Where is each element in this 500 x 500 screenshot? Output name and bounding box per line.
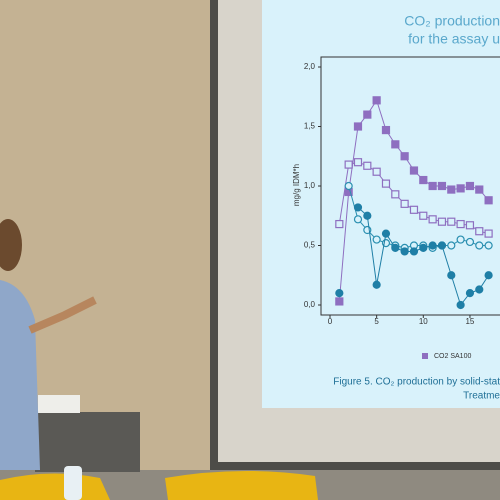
data-point (484, 229, 493, 238)
data-point (335, 297, 344, 306)
data-point (419, 243, 428, 252)
data-point (391, 140, 400, 149)
data-point (465, 221, 475, 230)
data-point (428, 215, 437, 224)
data-point (437, 181, 447, 191)
y-tick-label: 0,0 (304, 300, 316, 309)
data-point (465, 237, 475, 247)
data-point (456, 184, 465, 193)
data-point (465, 289, 475, 298)
data-point (381, 125, 391, 135)
y-tick-label: 2,0 (304, 62, 316, 71)
data-point (475, 227, 484, 236)
data-point (353, 158, 363, 167)
caption: Figure 5. CO₂ production by solid-stat (333, 377, 500, 388)
x-tick-label: 10 (419, 317, 428, 326)
y-tick-label: 1,5 (304, 122, 316, 131)
bottle (64, 466, 82, 500)
y-axis-label: mg/g IDM*h (292, 164, 301, 206)
data-point (419, 175, 428, 185)
data-point (400, 199, 409, 208)
data-point (419, 211, 428, 220)
x-tick-label: 5 (374, 317, 379, 326)
chair (165, 470, 318, 500)
data-point (353, 203, 363, 212)
data-point (456, 300, 465, 310)
data-point (391, 190, 400, 199)
data-point (428, 181, 437, 191)
data-point (363, 110, 372, 119)
series-line (348, 185, 489, 249)
podium (35, 412, 140, 472)
data-point (475, 285, 484, 294)
data-point (381, 179, 391, 188)
data-point (428, 241, 437, 250)
slide-subtitle: for the assay u (408, 31, 500, 47)
data-point (475, 185, 484, 194)
data-point (447, 185, 456, 194)
data-point (353, 215, 363, 224)
x-tick-label: 15 (465, 317, 474, 326)
data-point (335, 219, 344, 229)
y-tick-label: 1,0 (304, 181, 316, 190)
y-tick-label: 0,5 (304, 241, 316, 250)
data-point (400, 152, 409, 161)
data-point (372, 96, 381, 105)
legend (276, 340, 500, 374)
data-point (344, 181, 353, 191)
data-point (484, 196, 493, 205)
data-point (372, 235, 381, 244)
data-point (456, 235, 465, 244)
data-point (437, 241, 447, 250)
data-point (484, 241, 493, 250)
chair (0, 473, 110, 500)
data-point (372, 280, 381, 289)
name-card (38, 395, 80, 413)
data-point (335, 289, 344, 298)
data-point (363, 161, 372, 170)
data-point (363, 211, 372, 220)
data-point (344, 160, 353, 169)
data-point (391, 243, 400, 252)
data-point (409, 166, 419, 175)
data-point (447, 241, 456, 250)
data-point (400, 247, 409, 256)
data-point (484, 271, 493, 280)
data-point (465, 181, 475, 191)
data-point (447, 271, 456, 280)
data-point (437, 217, 447, 226)
data-point (447, 217, 456, 226)
legend-label: CO2 SA100 (434, 353, 471, 360)
data-point (409, 205, 419, 214)
data-point (475, 241, 484, 250)
arm (28, 296, 97, 334)
caption: Treatme (463, 391, 500, 402)
data-point (456, 219, 465, 229)
head (0, 219, 22, 271)
data-point (353, 122, 363, 131)
slide-title: CO₂ production (404, 13, 500, 29)
legend-marker (422, 353, 428, 359)
data-point (372, 167, 381, 176)
data-point (381, 229, 391, 238)
data-point (409, 247, 419, 256)
x-tick-label: 0 (328, 317, 333, 326)
